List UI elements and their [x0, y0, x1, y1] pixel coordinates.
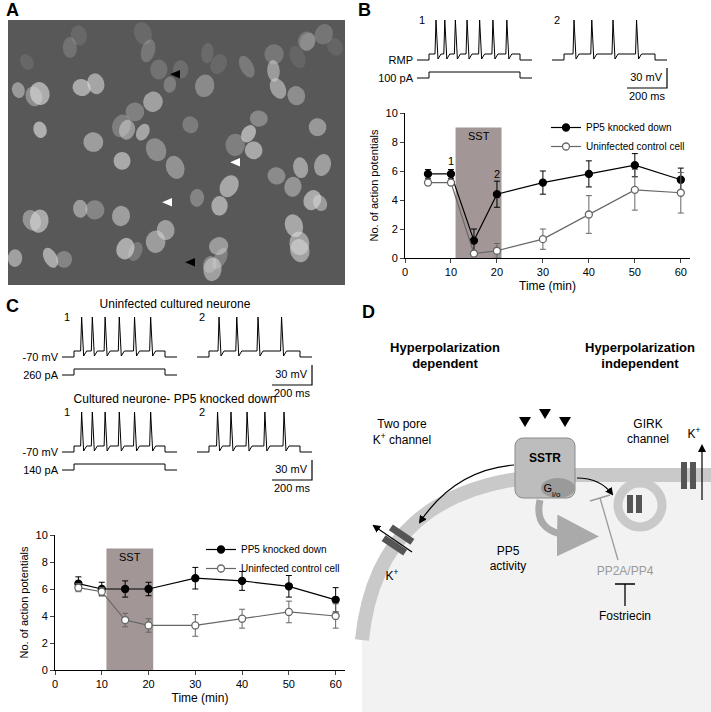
svg-text:-70 mV: -70 mV [23, 351, 59, 363]
svg-text:No. of action potentials: No. of action potentials [368, 129, 380, 241]
svg-text:30 mV: 30 mV [275, 368, 307, 380]
svg-text:4: 4 [392, 194, 398, 206]
svg-text:Hyperpolarization: Hyperpolarization [585, 340, 695, 355]
svg-text:6: 6 [392, 165, 398, 177]
svg-text:PP2A/PP4: PP2A/PP4 [597, 564, 654, 578]
svg-text:260 pA: 260 pA [23, 369, 59, 381]
svg-text:Two pore: Two pore [377, 417, 427, 431]
svg-text:40: 40 [583, 266, 595, 278]
svg-text:1: 1 [419, 14, 425, 26]
svg-text:50: 50 [629, 266, 641, 278]
svg-text:20: 20 [491, 266, 503, 278]
svg-text:-70 mV: -70 mV [23, 446, 59, 458]
svg-text:independent: independent [601, 356, 679, 371]
svg-text:D: D [362, 302, 375, 322]
svg-text:10: 10 [96, 678, 108, 690]
svg-text:4: 4 [42, 610, 48, 622]
svg-text:0: 0 [392, 252, 398, 264]
svg-text:200 ms: 200 ms [274, 482, 311, 494]
svg-text:No. of action potentials: No. of action potentials [18, 546, 30, 658]
svg-text:20: 20 [142, 678, 154, 690]
svg-text:10: 10 [386, 107, 398, 119]
svg-text:40: 40 [236, 678, 248, 690]
svg-text:K+ channel: K+ channel [373, 431, 431, 447]
svg-text:0: 0 [42, 664, 48, 676]
svg-text:Uninfected control cell: Uninfected control cell [241, 563, 339, 574]
svg-text:1: 1 [448, 155, 454, 167]
svg-text:2: 2 [554, 14, 560, 26]
svg-text:activity: activity [490, 559, 527, 573]
svg-text:1: 1 [64, 406, 70, 418]
svg-text:channel: channel [627, 432, 669, 446]
svg-text:SSTR: SSTR [529, 451, 561, 465]
svg-text:200 ms: 200 ms [629, 90, 666, 102]
svg-text:30 mV: 30 mV [275, 463, 307, 475]
svg-text:B: B [358, 0, 371, 20]
svg-text:RMP: RMP [389, 54, 413, 66]
svg-text:140 pA: 140 pA [23, 464, 59, 476]
svg-text:30: 30 [537, 266, 549, 278]
svg-text:0: 0 [52, 678, 58, 690]
svg-text:30: 30 [189, 678, 201, 690]
svg-text:8: 8 [42, 556, 48, 568]
svg-text:2: 2 [494, 168, 500, 180]
svg-text:30 mV: 30 mV [630, 71, 662, 83]
svg-text:10: 10 [36, 529, 48, 541]
svg-text:A: A [6, 0, 19, 20]
svg-text:PP5 knocked down: PP5 knocked down [241, 544, 327, 555]
svg-text:100 pA: 100 pA [378, 72, 414, 84]
svg-text:K+: K+ [688, 425, 701, 441]
svg-text:60: 60 [675, 266, 687, 278]
svg-text:SST: SST [468, 130, 490, 142]
svg-text:Uninfected cultured neurone: Uninfected cultured neurone [100, 297, 251, 311]
svg-text:2: 2 [42, 637, 48, 649]
svg-text:PP5: PP5 [497, 544, 520, 558]
svg-text:dependent: dependent [412, 356, 478, 371]
svg-text:0: 0 [402, 266, 408, 278]
svg-text:K+: K+ [386, 567, 399, 583]
svg-text:C: C [6, 296, 19, 316]
svg-text:10: 10 [445, 266, 457, 278]
svg-text:Hyperpolarization: Hyperpolarization [390, 340, 500, 355]
svg-text:6: 6 [42, 583, 48, 595]
svg-text:60: 60 [330, 678, 342, 690]
svg-text:SST: SST [119, 551, 141, 563]
svg-text:PP5 knocked down: PP5 knocked down [586, 122, 672, 133]
svg-text:GIRK: GIRK [633, 417, 662, 431]
svg-text:8: 8 [392, 136, 398, 148]
svg-text:1: 1 [64, 311, 70, 323]
svg-text:Uninfected control cell: Uninfected control cell [586, 141, 684, 152]
svg-text:Gi/o: Gi/o [543, 482, 561, 499]
svg-text:2: 2 [392, 223, 398, 235]
svg-text:2: 2 [199, 406, 205, 418]
svg-text:Time (min): Time (min) [172, 691, 229, 705]
svg-text:Fostriecin: Fostriecin [599, 609, 651, 623]
svg-text:Cultured neurone- PP5 knocked: Cultured neurone- PP5 knocked down [74, 392, 277, 406]
svg-text:Time (min): Time (min) [519, 279, 576, 293]
svg-text:50: 50 [283, 678, 295, 690]
svg-text:200 ms: 200 ms [274, 387, 311, 399]
svg-text:2: 2 [199, 311, 205, 323]
